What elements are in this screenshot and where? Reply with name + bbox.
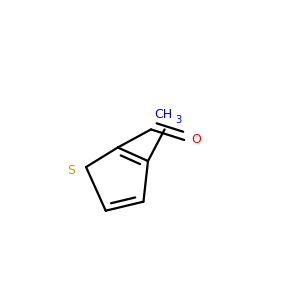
- Text: S: S: [68, 163, 76, 177]
- Text: O: O: [191, 133, 201, 146]
- Text: 3: 3: [176, 115, 182, 125]
- Text: CH: CH: [154, 108, 172, 121]
